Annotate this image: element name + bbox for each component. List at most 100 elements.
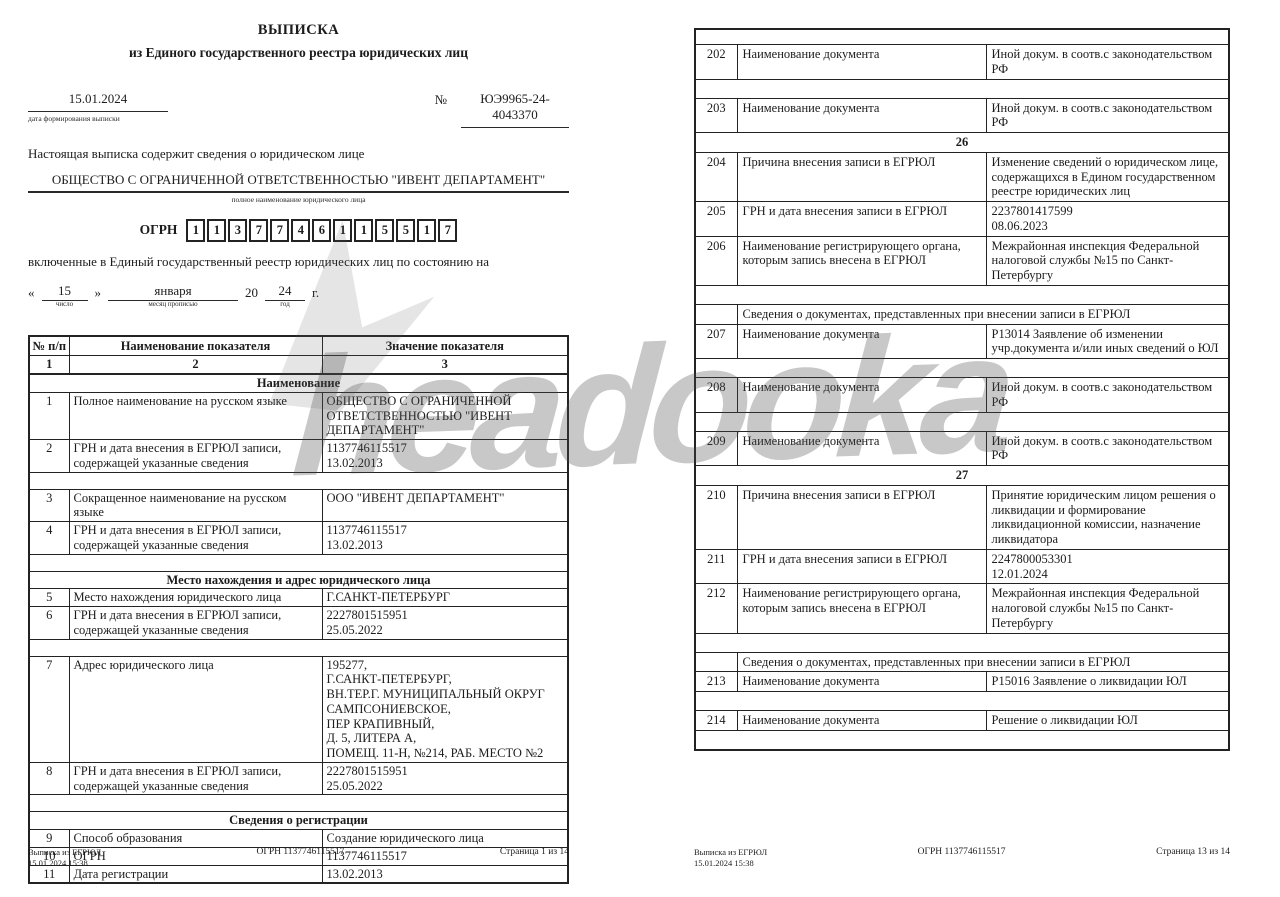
indicator-name: Наименование документа xyxy=(736,710,987,731)
spacer-cell xyxy=(694,284,1230,305)
section-header-row: 26 xyxy=(694,132,1230,153)
spacer-row xyxy=(694,411,1230,432)
document-title: ВЫПИСКА xyxy=(257,22,340,38)
footer-doc-type: Выписка из ЕГРЮЛ xyxy=(694,847,768,857)
spacer-cell xyxy=(28,638,569,657)
indicator-value: ООО "ИВЕНТ ДЕПАРТАМЕНТ" xyxy=(321,488,569,522)
ogrn-label: ОГРН xyxy=(139,222,178,237)
header-meta: 15.01.2024 дата формирования выписки № Ю… xyxy=(28,91,569,128)
footer-page-number: Страница 1 из 14 xyxy=(499,847,569,857)
indicator-value: Г.САНКТ-ПЕТЕРБУРГ xyxy=(321,588,569,607)
table-row: 204 Причина внесения записи в ЕГРЮЛ Измене… xyxy=(694,151,1230,203)
spacer-row xyxy=(28,794,569,813)
indicator-value: 1137746115517 13.02.2013 xyxy=(321,521,569,555)
footer-doc-info: Выписка из ЕГРЮЛ 15.01.2024 15:38 xyxy=(694,847,767,869)
section-header-row: 27 xyxy=(694,465,1230,486)
table-row: 8 ГРН и дата внесения в ЕГРЮЛ записи, сод… xyxy=(28,761,569,796)
row-number: 206 xyxy=(694,235,738,286)
table-row: 206 Наименование регистрирующего органа, … xyxy=(694,235,1230,286)
row-number: 7 xyxy=(28,655,70,763)
indicator-name: Наименование документа xyxy=(736,671,987,692)
section-title: Сведения о регистрации xyxy=(28,811,569,830)
table-row: 4 ГРН и дата внесения в ЕГРЮЛ записи, сод… xyxy=(28,521,569,555)
col-number-3: 3 xyxy=(321,355,569,376)
section-header-row: Сведения о регистрации xyxy=(28,811,569,830)
ogrn-digit-box: 1 xyxy=(186,218,206,242)
table-row: 214 Наименование документа Решение о ликви… xyxy=(694,710,1230,731)
row-number: 4 xyxy=(28,521,70,555)
formation-date: 15.01.2024 xyxy=(28,91,168,112)
spacer-cell xyxy=(28,794,569,813)
indicators-table-page1: № п/п Наименование показателя Значение п… xyxy=(28,334,569,885)
footer-ogrn: ОГРН 1137746115517 xyxy=(256,847,345,857)
indicator-value: Р13014 Заявление об изменении учр.докуме… xyxy=(985,323,1230,359)
column-numbers-row: 1 2 3 xyxy=(28,355,569,376)
row-number: 202 xyxy=(694,44,738,80)
extract-number-block: № ЮЭ9965-24-4043370 xyxy=(435,91,569,128)
footer-page-number: Страница 13 из 14 xyxy=(1156,847,1230,857)
spacer-row xyxy=(694,78,1230,99)
as-of-year: 24 год xyxy=(265,283,305,308)
indicator-name: Полное наименование на русском языке xyxy=(68,391,323,441)
indicator-name: ГРН и дата внесения в ЕГРЮЛ записи, соде… xyxy=(68,761,323,796)
indicator-name: ГРН и дата внесения в ЕГРЮЛ записи, соде… xyxy=(68,439,323,473)
month-label: месяц прописью xyxy=(148,300,198,308)
indicator-value: 195277, Г.САНКТ-ПЕТЕРБУРГ, ВН.ТЕР.Г. МУН… xyxy=(321,655,569,763)
col-header-number: № п/п xyxy=(28,334,70,357)
close-quote: » xyxy=(94,284,102,300)
ogrn-digit-box: 5 xyxy=(396,218,416,242)
indicator-value: Иной докум. в соотв.с законодательством … xyxy=(985,97,1230,133)
indicators-table-page13: 202 Наименование документа Иной докум. в с… xyxy=(694,28,1230,751)
subsection-title: Сведения о документах, представленных пр… xyxy=(736,651,1230,673)
row-number: 204 xyxy=(694,151,738,203)
indicator-value: Межрайонная инспекция Федеральной налого… xyxy=(985,235,1230,286)
indicator-name: ГРН и дата внесения записи в ЕГРЮЛ xyxy=(736,201,987,237)
year-label: год xyxy=(280,300,290,308)
row-number: 210 xyxy=(694,484,738,550)
footer-ogrn: ОГРН 1137746115517 xyxy=(917,847,1006,857)
indicator-value: Иной докум. в соотв.с законодательством … xyxy=(985,377,1230,413)
ogrn-digit-box: 5 xyxy=(375,218,395,242)
company-name-label: полное наименование юридического лица xyxy=(231,194,366,204)
indicator-value: 2227801515951 25.05.2022 xyxy=(321,606,569,640)
indicator-value: Изменение сведений о юридическом лице, с… xyxy=(985,151,1230,203)
indicator-value: ОБЩЕСТВО С ОГРАНИЧЕННОЙ ОТВЕТСТВЕННОСТЬЮ… xyxy=(321,391,569,441)
spacer-row xyxy=(694,729,1230,751)
indicator-name: Причина внесения записи в ЕГРЮЛ xyxy=(736,484,987,550)
section-header-row: Наименование xyxy=(28,373,569,393)
spacer-cell xyxy=(28,471,569,490)
table-row: 7 Адрес юридического лица 195277, Г.САНКТ-… xyxy=(28,655,569,763)
page-1: ВЫПИСКА из Единого государственного реес… xyxy=(28,22,569,885)
table-row: 5 Место нахождения юридического лица Г.САН… xyxy=(28,588,569,607)
col-number-2: 2 xyxy=(68,355,323,376)
page-13: 202 Наименование документа Иной докум. в с… xyxy=(694,18,1230,751)
indicator-value: 2237801417599 08.06.2023 xyxy=(985,201,1230,237)
indicator-name: Наименование регистрирующего органа, кот… xyxy=(736,583,987,634)
table-row: 211 ГРН и дата внесения записи в ЕГРЮЛ 224… xyxy=(694,548,1230,585)
indicator-name: ГРН и дата внесения в ЕГРЮЛ записи, соде… xyxy=(68,521,323,555)
day-label: число xyxy=(55,300,74,308)
table-row: 207 Наименование документа Р13014 Заявлени… xyxy=(694,323,1230,359)
table-row: 210 Причина внесения записи в ЕГРЮЛ Принят… xyxy=(694,484,1230,550)
indicator-value: Принятие юридическим лицом решения о лик… xyxy=(985,484,1230,550)
indicator-value: Создание юридического лица xyxy=(321,829,569,848)
spacer-cell xyxy=(694,78,1230,99)
row-number: 213 xyxy=(694,671,738,692)
section-header-row: Место нахождения и адрес юридического ли… xyxy=(28,570,569,590)
row-number: 9 xyxy=(28,829,70,848)
ogrn-digit-box: 7 xyxy=(249,218,269,242)
spacer-cell xyxy=(694,28,1230,45)
footer-page-13: Выписка из ЕГРЮЛ 15.01.2024 15:38 ОГРН 1… xyxy=(694,847,1230,869)
table-row: 11 Дата регистрации 13.02.2013 xyxy=(28,864,569,884)
table-row: 3 Сокращенное наименование на русском язы… xyxy=(28,488,569,522)
ogrn-digit-box: 6 xyxy=(312,218,332,242)
indicator-value: 13.02.2013 xyxy=(321,864,569,884)
century-prefix: 20 xyxy=(245,284,258,300)
table-header-row: № п/п Наименование показателя Значение п… xyxy=(28,334,569,357)
ogrn-digit-box: 7 xyxy=(270,218,290,242)
table-row: 6 ГРН и дата внесения в ЕГРЮЛ записи, сод… xyxy=(28,606,569,640)
table-row: 209 Наименование документа Иной докум. в с… xyxy=(694,430,1230,466)
indicator-name: Место нахождения юридического лица xyxy=(68,588,323,607)
